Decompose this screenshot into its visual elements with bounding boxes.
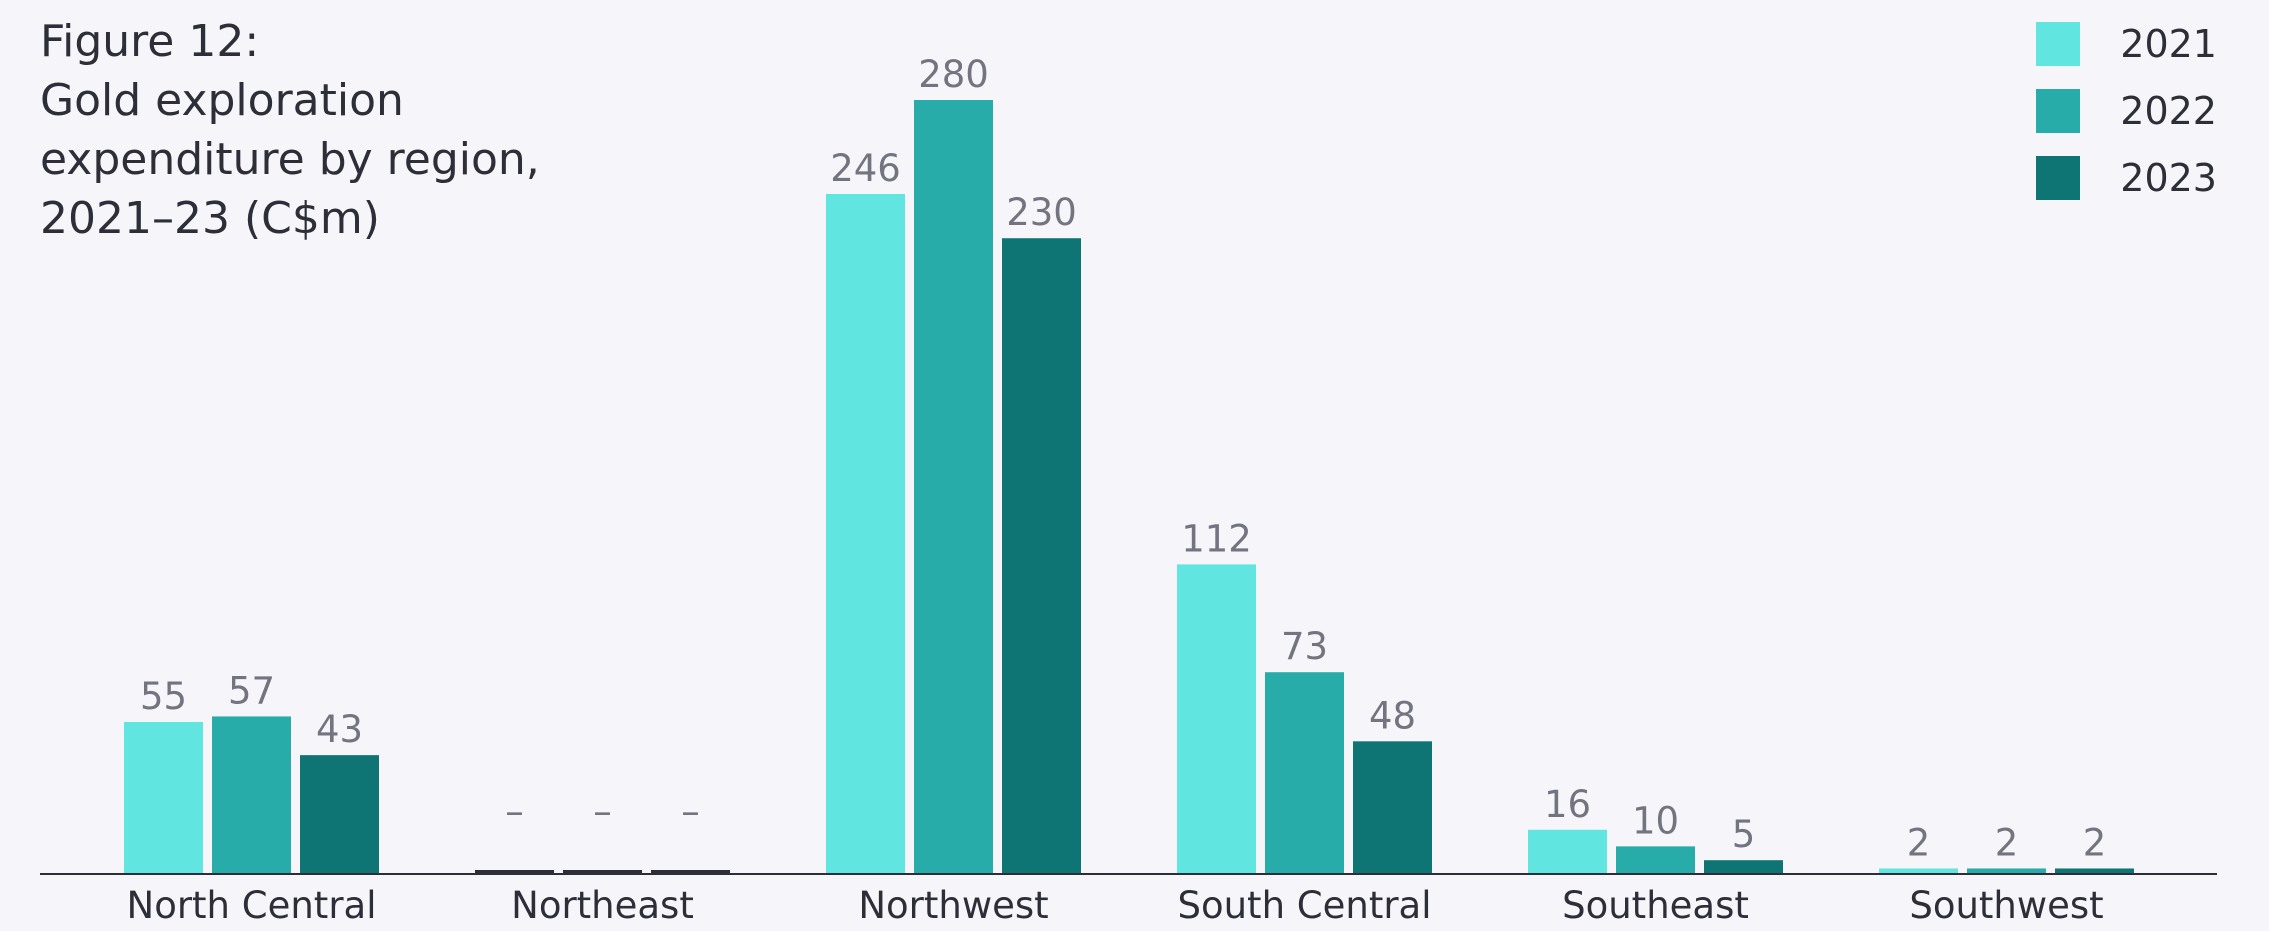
x-tick-label: Northeast	[511, 884, 694, 927]
bar-northeast-2022	[563, 870, 642, 874]
legend-swatch-2022	[2036, 88, 2081, 133]
data-label: 5	[1732, 813, 1756, 856]
bar-southwest-2023	[2055, 868, 2134, 874]
chart-title: Figure 12: Gold exploration expenditure …	[40, 12, 540, 248]
data-label: 73	[1281, 625, 1328, 668]
bar-northwest-2023	[1002, 238, 1081, 874]
legend-label-2022: 2022	[2120, 88, 2217, 133]
x-tick-label: Northwest	[858, 884, 1048, 927]
bar-north-central-2021	[124, 721, 203, 874]
data-label: 2	[2083, 821, 2107, 864]
bar-northwest-2022	[914, 100, 993, 874]
bar-northwest-2021	[826, 193, 905, 874]
bar-northeast-2021	[475, 870, 554, 874]
bar-south-central-2023	[1353, 741, 1432, 874]
title-line: expenditure by region,	[40, 134, 540, 185]
bar-southeast-2022	[1616, 846, 1695, 874]
data-label: 112	[1181, 517, 1252, 560]
legend-item-2022: 2022	[2036, 77, 2217, 144]
data-label: 55	[140, 675, 187, 718]
bar-south-central-2021	[1177, 564, 1256, 874]
legend-label-2021: 2021	[2120, 21, 2217, 66]
data-label: 2	[1907, 821, 1931, 864]
x-tick-label: South Central	[1177, 884, 1431, 927]
data-label: 43	[316, 708, 363, 751]
data-label: 16	[1544, 783, 1591, 826]
data-label: –	[593, 790, 612, 833]
x-tick-label: Southeast	[1562, 884, 1749, 927]
data-label: 48	[1369, 694, 1416, 737]
data-label: 230	[1006, 191, 1077, 234]
bar-northeast-2023	[651, 870, 730, 874]
data-label: 57	[228, 669, 275, 712]
title-line: Gold exploration	[40, 75, 404, 126]
data-label: –	[681, 790, 700, 833]
legend: 2021 2022 2023	[2036, 10, 2217, 211]
bar-southwest-2022	[1967, 868, 2046, 874]
bar-north-central-2022	[212, 716, 291, 874]
bar-southeast-2021	[1528, 829, 1607, 874]
x-tick-label: Southwest	[1909, 884, 2103, 927]
data-label: 10	[1632, 799, 1679, 842]
legend-label-2023: 2023	[2120, 155, 2217, 200]
data-label: –	[505, 790, 524, 833]
legend-item-2021: 2021	[2036, 10, 2217, 77]
data-label: 246	[830, 147, 901, 190]
x-tick-label: North Central	[127, 884, 377, 927]
legend-swatch-2021	[2036, 21, 2081, 66]
title-line: 2021–23 (C$m)	[40, 193, 380, 244]
legend-item-2023: 2023	[2036, 144, 2217, 211]
bar-south-central-2022	[1265, 672, 1344, 874]
title-line: Figure 12:	[40, 16, 260, 67]
bar-north-central-2023	[300, 755, 379, 874]
data-label: 2	[1995, 821, 2019, 864]
data-label: 280	[918, 53, 989, 96]
legend-swatch-2023	[2036, 155, 2081, 200]
bar-southwest-2021	[1879, 868, 1958, 874]
bar-southeast-2023	[1704, 860, 1783, 874]
